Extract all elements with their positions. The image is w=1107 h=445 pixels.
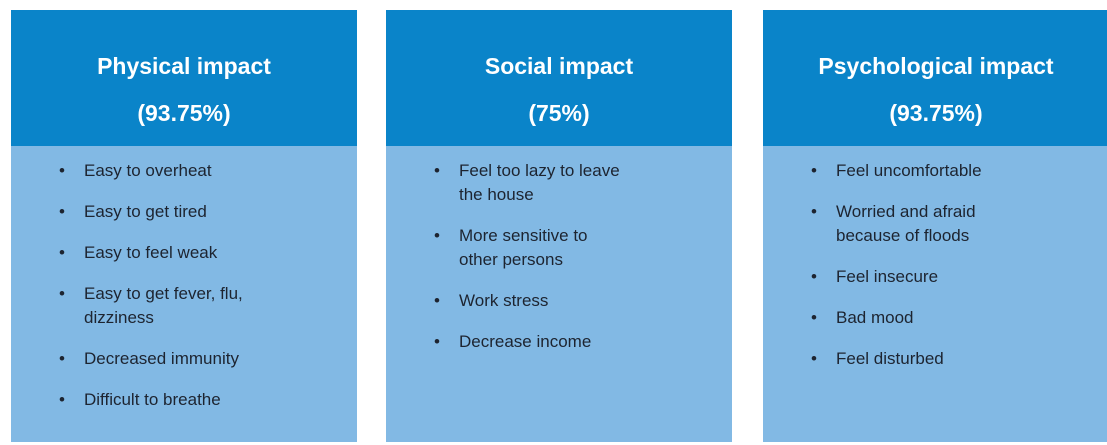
impact-item: Work stress bbox=[434, 289, 732, 313]
card-share: (75%) bbox=[528, 100, 590, 126]
impact-item: Difficult to breathe bbox=[59, 388, 357, 412]
impact-item: Feel insecure bbox=[811, 265, 1107, 289]
card-header: Social impact (75%) bbox=[386, 10, 732, 146]
card-share: (93.75%) bbox=[137, 100, 231, 126]
impact-card: Social impact (75%) Feel too lazy to leave… bbox=[386, 10, 732, 442]
impact-item: Easy to feel weak bbox=[59, 241, 357, 265]
impact-item: Worried and afraid because of floods bbox=[811, 200, 1107, 248]
impact-list: Feel uncomfortable Worried and afraid bec… bbox=[763, 146, 1107, 371]
impact-item: Decrease income bbox=[434, 330, 732, 354]
card-title: Social impact bbox=[484, 53, 634, 79]
impact-list: Feel too lazy to leave the house More sen… bbox=[386, 146, 732, 354]
impact-item: Bad mood bbox=[811, 306, 1107, 330]
card-title: Physical impact bbox=[97, 53, 271, 79]
impact-item: Easy to get fever, flu, dizziness bbox=[59, 282, 357, 330]
card-share: (93.75%) bbox=[889, 100, 983, 126]
impact-list: Easy to overheat Easy to get tired Easy to… bbox=[11, 146, 357, 412]
card-header: Psychological impact (93.75%) bbox=[763, 10, 1107, 146]
impact-item: More sensitive to other persons bbox=[434, 224, 732, 272]
impact-card: Physical impact(93.75%)Easy to overheatE… bbox=[11, 10, 357, 442]
impact-item: Decreased immunity bbox=[59, 347, 357, 371]
card-header: Physical impact (93.75%) bbox=[11, 10, 357, 146]
card-title: Psychological impact bbox=[818, 53, 1054, 79]
impact-item: Easy to get tired bbox=[59, 200, 357, 224]
impact-card: Psychological impact (93.75%) Feel uncomfo… bbox=[763, 10, 1107, 442]
impact-item: Easy to overheat bbox=[59, 159, 357, 183]
impact-item: Feel too lazy to leave the house bbox=[434, 159, 732, 207]
impact-item: Feel uncomfortable bbox=[811, 159, 1107, 183]
impact-item: Feel disturbed bbox=[811, 347, 1107, 371]
